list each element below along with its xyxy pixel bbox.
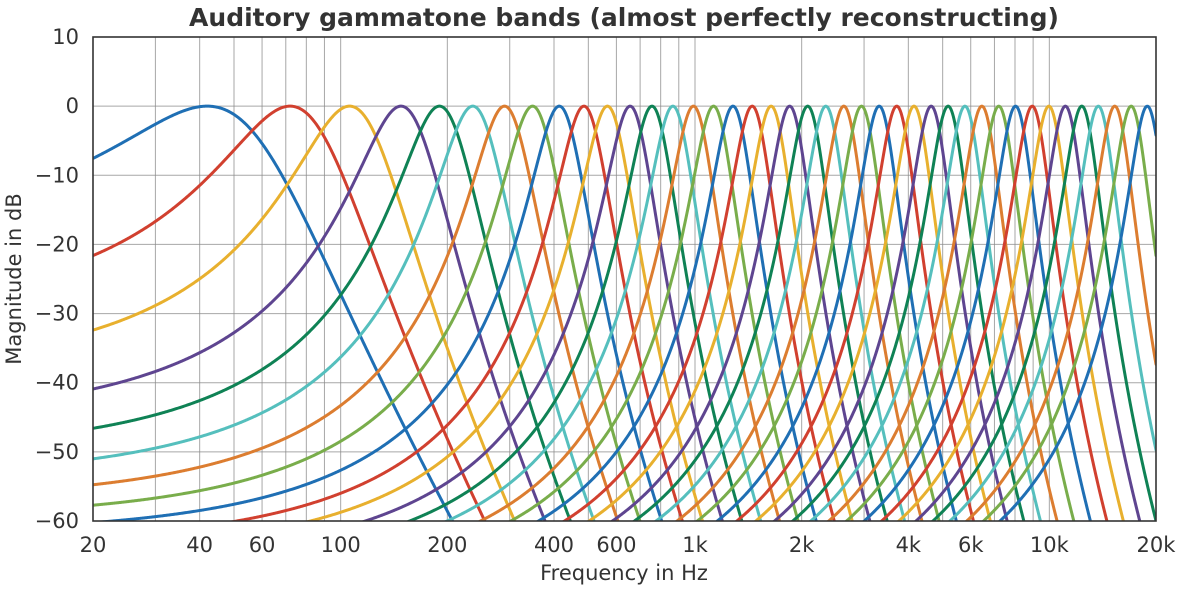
x-tick-label: 20k	[1137, 533, 1177, 557]
x-tick-label: 40	[186, 533, 213, 557]
plot-frame	[92, 36, 1157, 522]
band-curve	[947, 104, 1156, 521]
x-tick-label: 6k	[958, 533, 984, 557]
band-curve	[227, 104, 684, 521]
band-curves	[93, 104, 1156, 521]
x-axis-label: Frequency in Hz	[540, 561, 708, 585]
band-curve	[753, 104, 992, 521]
band-curve	[861, 104, 1092, 521]
y-tick-label: −50	[35, 440, 79, 464]
band-curve	[360, 104, 724, 521]
band-curve	[93, 104, 642, 521]
x-tick-label: 200	[427, 533, 467, 557]
band-curve	[964, 104, 1156, 521]
band-curve	[586, 104, 854, 521]
band-curve	[879, 104, 1109, 521]
y-tick-label: −40	[35, 371, 79, 395]
band-curve	[93, 104, 487, 521]
x-tick-labels: 20 40 60 100 200 400 600 1k 2k 4k 6k 10k 20k	[80, 533, 1177, 557]
band-curve	[93, 104, 455, 521]
band-curve	[443, 104, 763, 521]
x-tick-label: 2k	[789, 533, 815, 557]
band-curve	[507, 104, 800, 521]
band-curve	[93, 104, 620, 521]
x-tick-label: 400	[534, 533, 574, 557]
x-tick-label: 60	[249, 533, 276, 557]
band-curve	[477, 104, 782, 521]
band-curve	[535, 104, 818, 521]
y-tick-label: 10	[52, 25, 79, 49]
x-tick-label: 1k	[682, 533, 708, 557]
band-curve	[609, 104, 872, 521]
band-curve	[93, 104, 572, 521]
band-curve	[808, 104, 1042, 521]
chart-title: Auditory gammatone bands (almost perfect…	[189, 3, 1059, 32]
band-curve	[94, 104, 664, 521]
band-curve	[826, 104, 1059, 521]
x-tick-label: 20	[80, 533, 107, 557]
y-tick-label: −30	[35, 302, 79, 326]
band-curve	[844, 104, 1076, 521]
band-curve	[405, 104, 744, 521]
band-curve	[896, 104, 1125, 521]
x-tick-label: 100	[321, 533, 361, 557]
x-tick-label: 10k	[1030, 533, 1070, 557]
band-curve	[93, 104, 547, 521]
band-curve	[930, 104, 1156, 521]
y-axis-label: Magnitude in dB	[2, 193, 26, 365]
band-curve	[93, 104, 517, 521]
y-tick-label: −10	[35, 163, 79, 187]
band-curve	[772, 104, 1009, 521]
band-curve	[561, 104, 836, 521]
x-tick-label: 4k	[896, 533, 922, 557]
y-tick-label: −20	[35, 232, 79, 256]
y-tick-label: −60	[35, 509, 79, 533]
band-curve	[304, 104, 705, 521]
x-tick-label: 600	[596, 533, 636, 557]
band-curve	[913, 104, 1142, 521]
band-curve	[93, 104, 596, 521]
y-tick-label: 0	[66, 94, 79, 118]
y-tick-labels: 10 0 −10 −20 −30 −40 −50 −60	[35, 25, 79, 533]
